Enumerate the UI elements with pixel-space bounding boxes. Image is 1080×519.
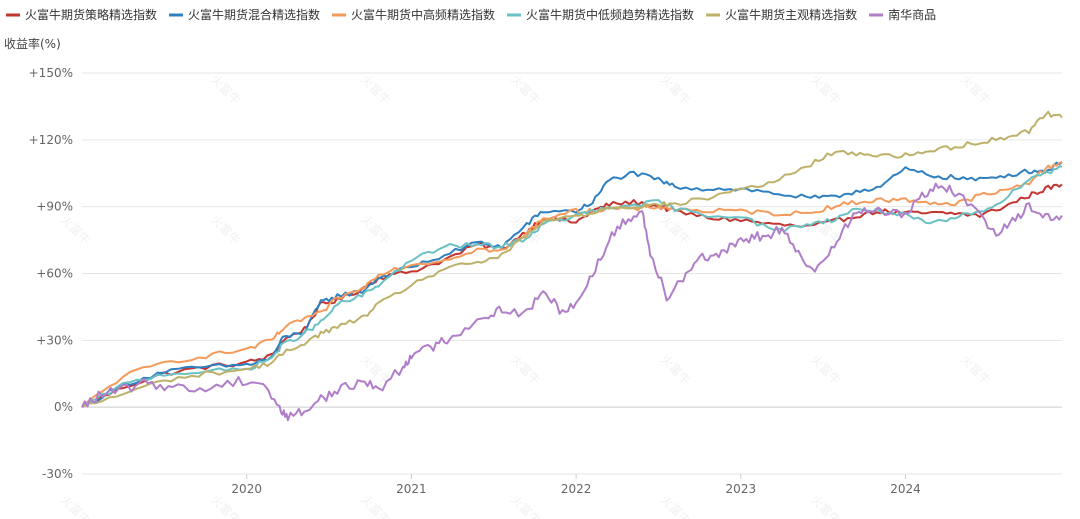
series-line-3	[81, 165, 1063, 408]
chart-legend[interactable]: 火富牛期货策略精选指数 火富牛期货混合精选指数 火富牛期货中高频精选指数 火富牛期货中…	[6, 7, 936, 22]
y-tick-label: +30%	[36, 333, 73, 347]
watermark-text: 火富牛	[658, 72, 694, 108]
watermark-text: 火富牛	[508, 492, 544, 519]
legend-item[interactable]: 火富牛期货主观精选指数	[706, 7, 857, 22]
y-tick-label: -30%	[42, 467, 73, 481]
watermark-layer: 火富牛 火富牛 火富牛 火富牛 火富牛 火富牛火富牛 火富牛 火富牛 火富牛 火富牛 火富牛火富牛火…	[58, 72, 994, 519]
watermark-text: 火富牛	[658, 492, 694, 519]
x-tick-label: 2022	[561, 482, 592, 496]
y-tick-label: +150%	[29, 66, 73, 80]
series-line-1	[81, 161, 1063, 409]
legend-label: 火富牛期货混合精选指数	[188, 7, 320, 22]
grid-lines	[82, 72, 1062, 475]
legend-item[interactable]: 火富牛期货中高频精选指数	[332, 7, 495, 22]
watermark-text: 火富牛	[958, 352, 994, 388]
watermark-text: 火富牛	[958, 72, 994, 108]
watermark-text: 火富牛	[358, 72, 394, 108]
x-tick-label: 2023	[726, 482, 757, 496]
x-tick-label: 2020	[231, 482, 262, 496]
watermark-text: 火富牛	[208, 72, 244, 108]
watermark-text: 火富牛	[808, 352, 844, 388]
watermark-text: 火富牛	[508, 72, 544, 108]
x-tick-label: 2024	[890, 482, 921, 496]
watermark-text: 火富牛	[58, 492, 94, 519]
watermark-text: 火富牛	[508, 352, 544, 388]
y-axis-ticks: -30% 0% +30% +60% +90% +120% +150%	[29, 66, 73, 481]
watermark-text: 火富牛	[208, 212, 244, 248]
series-line-4	[81, 110, 1063, 409]
watermark-text: 火富牛	[658, 212, 694, 248]
x-tick-label: 2021	[396, 482, 427, 496]
watermark-text: 火富牛	[808, 72, 844, 108]
watermark-text: 火富牛	[808, 492, 844, 519]
legend-item[interactable]: 南华商品	[869, 7, 936, 22]
series-lines	[81, 110, 1063, 422]
legend-label: 火富牛期货中低频趋势精选指数	[526, 7, 694, 22]
y-tick-label: +60%	[36, 267, 73, 281]
series-line-5	[81, 182, 1063, 422]
legend-label: 火富牛期货主观精选指数	[725, 7, 857, 22]
y-axis-label: 收益率(%)	[4, 36, 61, 51]
watermark-text: 火富牛	[358, 492, 394, 519]
x-axis-ticks: 2020 2021 2022 2023 2024	[231, 474, 921, 496]
legend-label: 南华商品	[888, 7, 936, 22]
legend-item[interactable]: 火富牛期货中低频趋势精选指数	[507, 7, 694, 22]
watermark-text: 火富牛	[658, 352, 694, 388]
y-tick-label: +90%	[36, 200, 73, 214]
legend-label: 火富牛期货中高频精选指数	[351, 7, 495, 22]
y-tick-label: +120%	[29, 133, 73, 147]
watermark-text: 火富牛	[58, 212, 94, 248]
legend-item[interactable]: 火富牛期货混合精选指数	[169, 7, 320, 22]
y-tick-label: 0%	[54, 400, 73, 414]
legend-label: 火富牛期货策略精选指数	[25, 7, 157, 22]
legend-item[interactable]: 火富牛期货策略精选指数	[6, 7, 157, 22]
watermark-text: 火富牛	[358, 212, 394, 248]
